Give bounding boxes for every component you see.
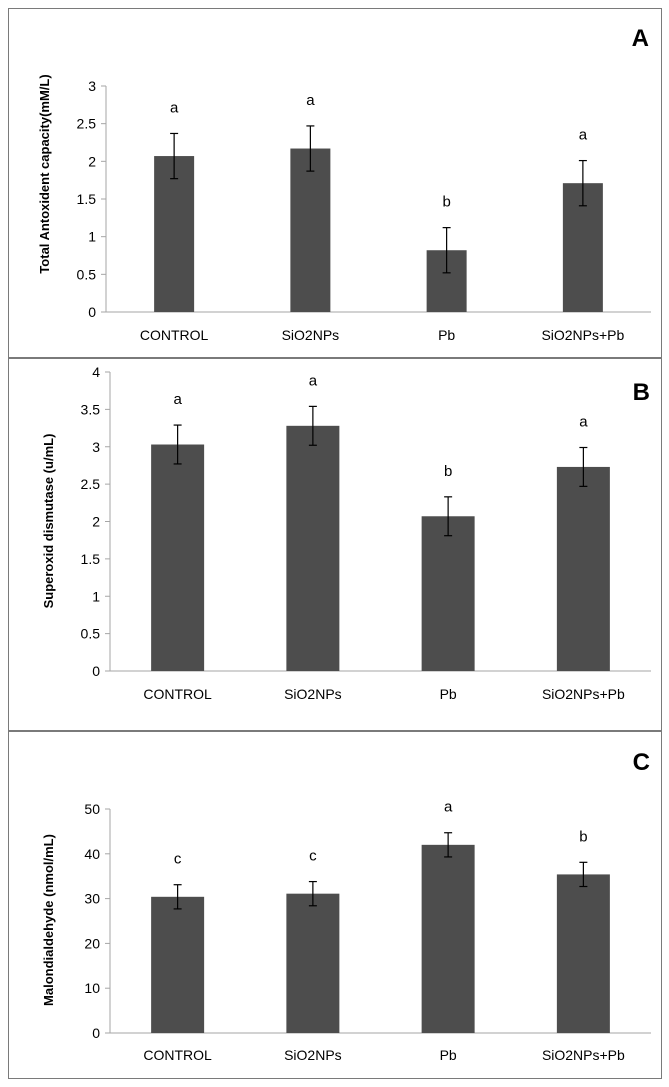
chart-a-ytick-label: 2 [88,153,96,169]
chart-b-ytick-label: 0 [92,663,100,679]
chart-c-ytick-label: 50 [84,801,100,817]
chart-c-bar [556,874,610,1033]
chart-c-panel-label: C [633,749,650,776]
chart-a-panel-label: A [632,25,649,52]
chart-c-ytick-label: 10 [84,980,100,996]
chart-b-bar [556,466,610,671]
chart-b-ytick-label: 3.5 [81,401,101,417]
chart-b-panel-label: B [633,379,650,406]
chart-b-category-label: SiO2NPs+Pb [542,686,625,702]
chart-a-svg: 0 0.5 1 1.5 2 2.5 3 a CONTROL a SiO2NPs b Pb a SiO2NPs… [37,25,651,343]
chart-a-ytick-label: 0 [88,304,96,320]
chart-c-ytick-label: 20 [84,935,100,951]
chart-b-significance-label: b [444,463,452,480]
chart-c-ytick-label: 30 [84,891,100,907]
chart-a-category-label: Pb [438,327,455,343]
chart-b-ytick-label: 2.5 [81,476,101,492]
chart-b-significance-label: a [579,413,588,430]
chart-a-ylabel: Total Antoxident capacity(mM/L) [37,74,52,273]
chart-c-category-label: CONTROL [143,1047,212,1063]
chart-a-ytick-label: 1 [88,229,96,245]
chart-b-svg: 0 0.5 1 1.5 2 2.5 3 3.5 4 a CONTROL a SiO2NPs b Pb a SiO… [41,364,651,702]
chart-b-category-label: Pb [440,686,457,702]
chart-c-ytick-label: 0 [92,1025,100,1041]
chart-c-plot: 0 10 20 30 40 50 c CONTROL c SiO2NPs a Pb b SiO2NPs+P… [84,799,651,1063]
chart-b-significance-label: a [309,372,318,389]
chart-a-significance-label: a [579,127,588,144]
chart-a-bar [154,156,195,312]
chart-c-bar [151,896,205,1033]
chart-a-category-label: SiO2NPs+Pb [541,327,624,343]
chart-a-ytick-label: 3 [88,78,96,94]
chart-a-ytick-label: 1.5 [77,191,97,207]
chart-b-plot: 0 0.5 1 1.5 2 2.5 3 3.5 4 a CONTROL a SiO2NPs b Pb a SiO… [81,364,651,702]
chart-a-ytick-label: 0.5 [77,266,97,282]
chart-a-bar [290,148,331,312]
chart-panel-c: 0 10 20 30 40 50 c CONTROL c SiO2NPs a Pb b SiO2NPs+P… [8,731,662,1079]
chart-b-ytick-label: 4 [92,364,100,380]
chart-c-svg: 0 10 20 30 40 50 c CONTROL c SiO2NPs a Pb b SiO2NPs+P… [41,749,651,1063]
chart-c-bar [286,893,340,1033]
chart-c-category-label: SiO2NPs [284,1047,342,1063]
chart-b-ytick-label: 3 [92,439,100,455]
chart-b-category-label: SiO2NPs [284,686,342,702]
chart-a-significance-label: a [170,99,179,116]
chart-a-category-label: SiO2NPs [282,327,340,343]
chart-b-ylabel: Superoxid dismutase (u/mL) [41,434,56,609]
chart-panel-b: 0 0.5 1 1.5 2 2.5 3 3.5 4 a CONTROL a SiO2NPs b Pb a SiO… [8,358,662,731]
chart-a-category-label: CONTROL [140,327,209,343]
chart-b-ytick-label: 1.5 [81,551,101,567]
chart-b-ytick-label: 0.5 [81,626,101,642]
chart-b-bar [421,516,475,671]
chart-b-bar [151,444,205,671]
chart-a-ytick-label: 2.5 [77,116,97,132]
chart-b-bar [286,425,340,671]
chart-c-significance-label: c [174,851,182,868]
chart-b-significance-label: a [173,391,182,408]
chart-c-category-label: SiO2NPs+Pb [542,1047,625,1063]
chart-a-plot: 0 0.5 1 1.5 2 2.5 3 a CONTROL a SiO2NPs b Pb a SiO2NPs… [77,78,651,343]
chart-c-significance-label: c [309,848,317,865]
chart-a-significance-label: a [306,92,315,109]
chart-a-significance-label: b [442,194,450,211]
chart-panel-a: 0 0.5 1 1.5 2 2.5 3 a CONTROL a SiO2NPs b Pb a SiO2NPs… [8,8,662,358]
chart-c-ytick-label: 40 [84,846,100,862]
chart-c-category-label: Pb [440,1047,457,1063]
chart-c-significance-label: b [579,828,587,845]
chart-b-ytick-label: 2 [92,514,100,530]
chart-c-significance-label: a [444,799,453,816]
chart-b-ytick-label: 1 [92,588,100,604]
chart-b-category-label: CONTROL [143,686,212,702]
chart-c-ylabel: Malondialdehyde (nmol/mL) [41,834,56,1006]
chart-c-bar [421,844,475,1033]
